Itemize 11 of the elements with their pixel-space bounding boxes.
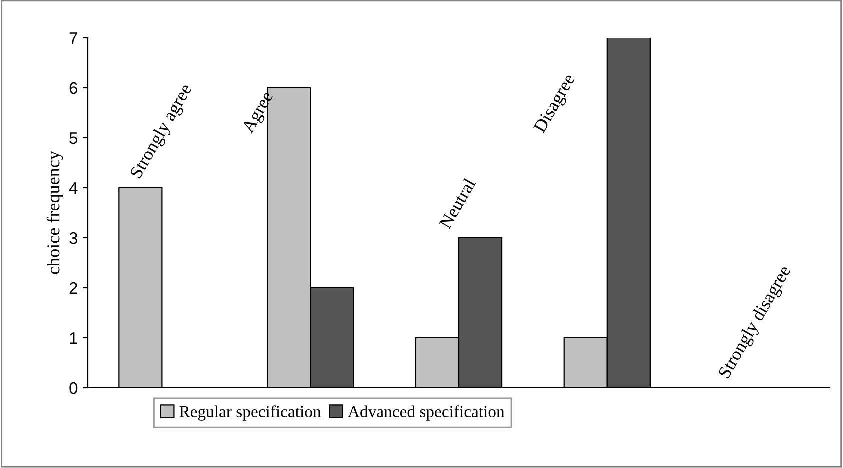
y-tick-label: 5 [70, 132, 78, 144]
legend-label: Regular specification [180, 406, 322, 421]
legend-label: Advanced specification [348, 406, 505, 421]
y-tick-label: 0 [70, 382, 78, 394]
y-tick-label: 4 [69, 182, 78, 194]
y-axis-title: choice frequency [46, 151, 64, 274]
y-tick-label: 3 [70, 232, 78, 244]
y-tick-label: 1 [70, 332, 78, 344]
y-tick-label: 7 [70, 32, 78, 44]
y-tick-label: 2 [70, 282, 78, 294]
y-tick-label: 6 [70, 82, 78, 94]
